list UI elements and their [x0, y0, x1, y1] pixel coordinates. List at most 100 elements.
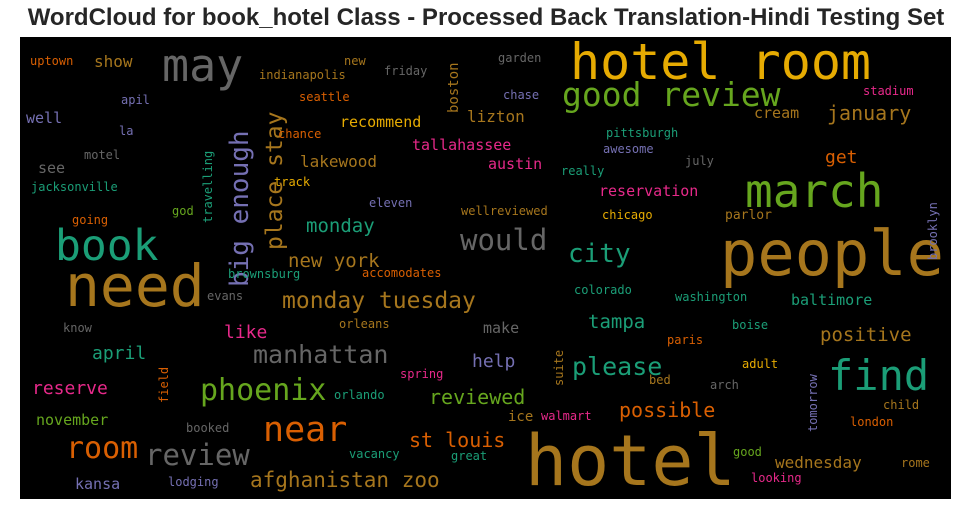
word-cloud-words: hotel people need hotel room march may book fin…: [26, 37, 944, 499]
word-tallahassee: tallahassee: [412, 136, 511, 154]
word-reviewed: reviewed: [429, 385, 525, 409]
word-really: really: [561, 164, 604, 178]
word-boise: boise: [732, 318, 768, 332]
word-going: going: [72, 213, 108, 227]
word-help: help: [472, 351, 515, 372]
word-adult: adult: [742, 357, 778, 371]
word-booked: booked: [186, 421, 229, 435]
word-march: march: [745, 164, 883, 218]
word-make: make: [483, 319, 519, 337]
word-baltimore: baltimore: [791, 291, 872, 309]
word-travelling: travelling: [201, 151, 215, 223]
word-god: god: [172, 204, 194, 218]
word-near: near: [263, 410, 347, 450]
word-cloud: hotel people need hotel room march may book fin…: [20, 37, 951, 499]
word-reserve: reserve: [32, 378, 108, 399]
word-orleans: orleans: [339, 317, 390, 331]
word-washington: washington: [675, 290, 747, 304]
word-boston: boston: [446, 62, 462, 113]
word-show: show: [94, 52, 133, 71]
word-friday: friday: [384, 64, 427, 78]
word-reservation: reservation: [599, 182, 698, 200]
word-colorado: colorado: [574, 283, 632, 297]
word-st-louis: st louis: [409, 428, 505, 452]
word-parlor: parlor: [725, 208, 772, 223]
word-suite: suite: [552, 350, 566, 386]
word-tomorrow: tomorrow: [806, 373, 820, 432]
word-city: city: [568, 239, 631, 269]
word-lakewood: lakewood: [300, 152, 377, 171]
word-new-york: new york: [288, 250, 380, 272]
word-cream: cream: [754, 104, 799, 122]
word-eleven: eleven: [369, 196, 412, 210]
word-apil: apil: [121, 93, 150, 107]
word-monday: monday: [306, 215, 375, 237]
word-good: good: [733, 445, 762, 459]
word-orlando: orlando: [334, 388, 385, 402]
word-january: january: [827, 101, 911, 125]
word-april: april: [92, 343, 146, 364]
word-book: book: [55, 221, 159, 271]
word-like: like: [224, 322, 267, 343]
word-chase: chase: [503, 88, 539, 102]
word-new: new: [344, 54, 366, 68]
word-hotel-room: hotel room: [570, 37, 871, 91]
word-need: need: [65, 252, 205, 320]
word-great: great: [451, 449, 487, 463]
word-room: room: [66, 431, 138, 466]
word-see: see: [38, 159, 65, 177]
word-vacancy: vacancy: [349, 447, 400, 461]
word-rome: rome: [901, 456, 930, 470]
word-chicago: chicago: [602, 208, 653, 222]
word-review: review: [145, 438, 250, 472]
word-manhattan: manhattan: [253, 340, 388, 369]
word-jacksonville: jacksonville: [31, 180, 118, 194]
word-lodging: lodging: [168, 475, 219, 489]
word-chance: chance: [278, 127, 321, 141]
word-november: november: [36, 411, 108, 429]
word-july: july: [685, 154, 714, 168]
word-may: may: [162, 39, 243, 92]
word-garden: garden: [498, 51, 541, 65]
word-indianapolis: indianapolis: [259, 68, 346, 82]
word-good-review: good review: [562, 75, 781, 114]
word-kansa: kansa: [75, 475, 120, 493]
word-bed: bed: [649, 373, 671, 387]
word-accomodates: accomodates: [362, 266, 441, 280]
word-monday-tuesday: monday tuesday: [282, 288, 476, 314]
word-pittsburgh: pittsburgh: [606, 126, 678, 140]
word-spring: spring: [400, 367, 443, 381]
word-positive: positive: [820, 324, 912, 346]
word-brooklyn: brooklyn: [926, 202, 940, 260]
word-uptown: uptown: [30, 54, 73, 68]
word-arch: arch: [710, 378, 739, 392]
word-tampa: tampa: [588, 311, 645, 333]
word-looking: looking: [751, 471, 802, 485]
chart-title: WordCloud for book_hotel Class - Process…: [27, 4, 945, 31]
word-please: please: [572, 352, 662, 381]
word-possible: possible: [619, 398, 715, 422]
word-get: get: [825, 147, 858, 168]
word-would: would: [460, 223, 547, 257]
word-brownsburg: brownsburg: [228, 267, 300, 281]
word-place-stay: place stay: [262, 112, 288, 250]
word-awesome: awesome: [603, 142, 654, 156]
word-afghanistan-zoo: afghanistan zoo: [250, 468, 440, 492]
word-la: la: [119, 124, 133, 138]
word-big-enough: big enough: [225, 130, 255, 287]
word-lizton: lizton: [467, 107, 525, 126]
word-field: field: [157, 367, 171, 403]
word-recommend: recommend: [340, 113, 421, 131]
word-motel: motel: [84, 148, 120, 162]
word-paris: paris: [667, 333, 703, 347]
word-austin: austin: [488, 155, 542, 173]
word-london: london: [850, 415, 893, 429]
word-find: find: [828, 351, 929, 400]
word-wednesday: wednesday: [775, 453, 862, 472]
word-phoenix: phoenix: [200, 373, 326, 408]
word-walmart: walmart: [541, 409, 592, 423]
cloud-background: [20, 37, 951, 499]
word-track: track: [274, 175, 311, 189]
word-know: know: [63, 321, 93, 335]
word-wellreviewed: wellreviewed: [461, 204, 548, 218]
